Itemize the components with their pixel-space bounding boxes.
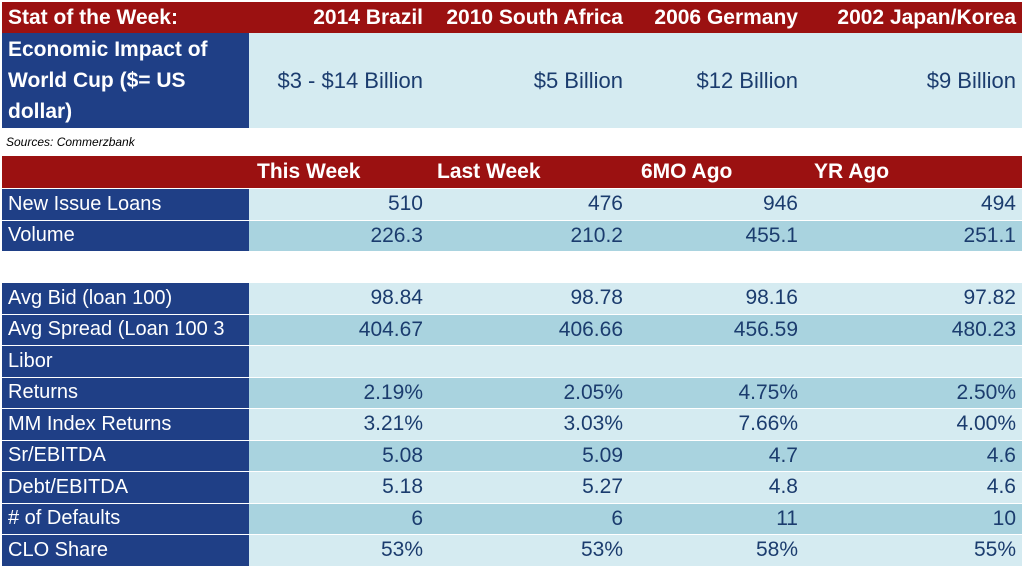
row-value: 6 — [429, 503, 629, 534]
table-row: Avg Bid (loan 100) 98.84 98.78 98.16 97.82 — [2, 283, 1022, 314]
row-value — [429, 346, 629, 377]
table-row: Sr/EBITDA 5.08 5.09 4.7 4.6 — [2, 440, 1022, 471]
table-row: Libor — [2, 346, 1022, 377]
loans-header-row: This Week Last Week 6MO Ago YR Ago — [2, 156, 1022, 188]
row-value: 4.00% — [804, 409, 1022, 440]
row-value: 406.66 — [429, 314, 629, 345]
economic-impact-label-line-2: World Cup ($= US — [8, 69, 186, 92]
row-value: 55% — [804, 535, 1022, 566]
row-value: 4.6 — [804, 440, 1022, 471]
row-value: 53% — [429, 535, 629, 566]
row-label: Avg Spread (Loan 100 3 — [2, 314, 249, 345]
table-row: Debt/EBITDA 5.18 5.27 4.8 4.6 — [2, 472, 1022, 503]
row-label: Returns — [2, 377, 249, 408]
table-row: Returns 2.19% 2.05% 4.75% 2.50% — [2, 377, 1022, 408]
row-value: 494 — [804, 189, 1022, 220]
stat-header-2002: 2002 Japan/Korea — [804, 2, 1022, 33]
row-value: 210.2 — [429, 220, 629, 251]
stat-header-2010: 2010 South Africa — [429, 2, 629, 33]
row-value: 6 — [249, 503, 429, 534]
table-row: MM Index Returns 3.21% 3.03% 7.66% 4.00% — [2, 409, 1022, 440]
economic-impact-2014: $3 - $14 Billion — [249, 33, 429, 128]
table-row: CLO Share 53% 53% 58% 55% — [2, 535, 1022, 566]
economic-impact-label-line-3: dollar) — [8, 100, 73, 123]
row-value: 7.66% — [629, 409, 804, 440]
row-value: 98.84 — [249, 283, 429, 314]
row-value: 4.6 — [804, 472, 1022, 503]
row-value: 5.27 — [429, 472, 629, 503]
row-value: 455.1 — [629, 220, 804, 251]
row-value — [249, 346, 429, 377]
economic-impact-row: Economic Impact of World Cup ($= US doll… — [2, 33, 1022, 128]
header-last-week: Last Week — [429, 156, 629, 188]
stat-header-label: Stat of the Week: — [2, 2, 249, 33]
economic-impact-label: Economic Impact of World Cup ($= US doll… — [2, 33, 249, 128]
stat-header-2014: 2014 Brazil — [249, 2, 429, 33]
row-label: CLO Share — [2, 535, 249, 566]
row-value: 3.03% — [429, 409, 629, 440]
row-label: MM Index Returns — [2, 409, 249, 440]
row-label: # of Defaults — [2, 503, 249, 534]
economic-impact-label-line-1: Economic Impact of — [8, 38, 208, 61]
row-value: 251.1 — [804, 220, 1022, 251]
row-value: 2.05% — [429, 377, 629, 408]
row-value: 4.75% — [629, 377, 804, 408]
row-label: Debt/EBITDA — [2, 472, 249, 503]
header-yr-ago: YR Ago — [804, 156, 1022, 188]
economic-impact-2002: $9 Billion — [804, 33, 1022, 128]
table-row: Avg Spread (Loan 100 3 404.67 406.66 456.59… — [2, 314, 1022, 345]
row-value: 10 — [804, 503, 1022, 534]
row-value: 58% — [629, 535, 804, 566]
row-value: 3.21% — [249, 409, 429, 440]
table-row: New Issue Loans 510 476 946 494 — [2, 189, 1022, 220]
row-value: 226.3 — [249, 220, 429, 251]
row-value: 5.08 — [249, 440, 429, 471]
row-label: New Issue Loans — [2, 189, 249, 220]
row-value: 2.19% — [249, 377, 429, 408]
header-this-week: This Week — [249, 156, 429, 188]
row-label: Avg Bid (loan 100) — [2, 283, 249, 314]
economic-impact-2010: $5 Billion — [429, 33, 629, 128]
header-6mo-ago: 6MO Ago — [629, 156, 804, 188]
row-value: 53% — [249, 535, 429, 566]
table-row: Volume 226.3 210.2 455.1 251.1 — [2, 220, 1022, 251]
row-value: 97.82 — [804, 283, 1022, 314]
sources-note: Sources: Commerzbank — [6, 135, 135, 149]
row-value: 480.23 — [804, 314, 1022, 345]
stat-header-2006: 2006 Germany — [629, 2, 804, 33]
economic-impact-2006: $12 Billion — [629, 33, 804, 128]
loans-header-blank — [2, 156, 249, 188]
row-value: 946 — [629, 189, 804, 220]
row-value: 404.67 — [249, 314, 429, 345]
row-value: 11 — [629, 503, 804, 534]
row-value: 2.50% — [804, 377, 1022, 408]
row-value: 5.18 — [249, 472, 429, 503]
row-value — [804, 346, 1022, 377]
row-value: 4.7 — [629, 440, 804, 471]
stat-header-row: Stat of the Week: 2014 Brazil 2010 South… — [2, 2, 1022, 33]
row-value: 5.09 — [429, 440, 629, 471]
row-value: 98.78 — [429, 283, 629, 314]
row-label: Libor — [2, 346, 249, 377]
table-row: # of Defaults 6 6 11 10 — [2, 503, 1022, 534]
row-value — [629, 346, 804, 377]
row-value: 4.8 — [629, 472, 804, 503]
row-label: Volume — [2, 220, 249, 251]
row-value: 476 — [429, 189, 629, 220]
row-value: 456.59 — [629, 314, 804, 345]
row-label: Sr/EBITDA — [2, 440, 249, 471]
row-value: 98.16 — [629, 283, 804, 314]
row-value: 510 — [249, 189, 429, 220]
